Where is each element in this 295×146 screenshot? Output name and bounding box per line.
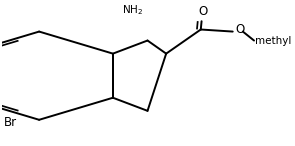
Text: Br: Br — [3, 116, 17, 129]
Text: NH$_2$: NH$_2$ — [122, 3, 143, 17]
Text: O: O — [199, 5, 208, 19]
Text: methyl: methyl — [255, 35, 292, 46]
Text: O: O — [235, 23, 245, 36]
